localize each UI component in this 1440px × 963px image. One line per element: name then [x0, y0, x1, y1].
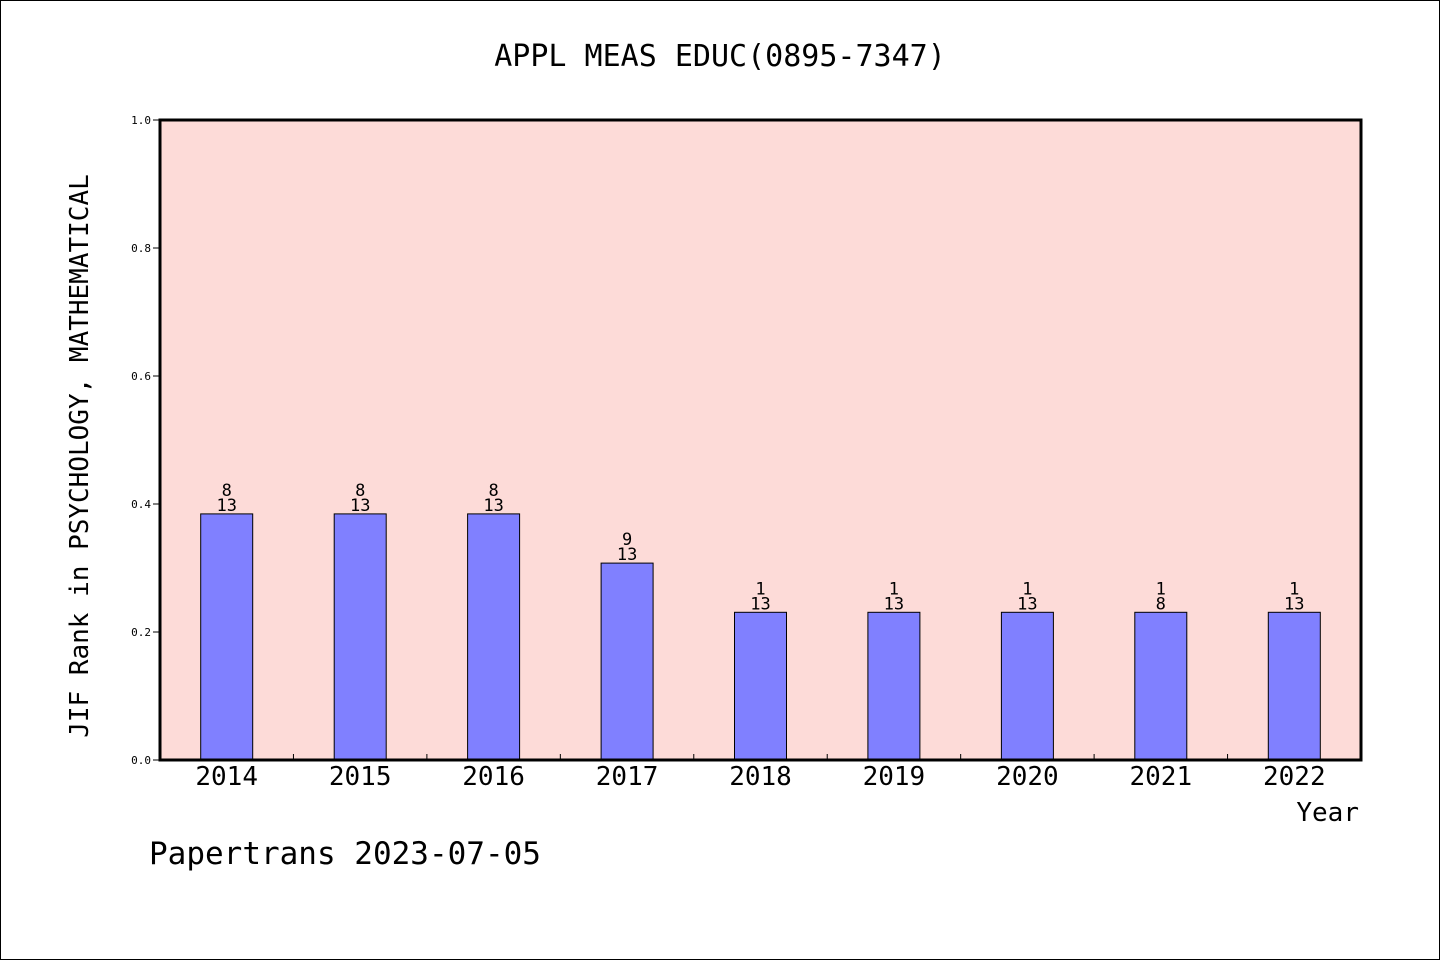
plot-frame — [158, 118, 1363, 762]
bar-label-total: 13 — [1284, 594, 1304, 614]
bar-2019 — [867, 611, 921, 761]
y-axis-label: JIF Rank in PSYCHOLOGY, MATHEMATICAL — [65, 174, 95, 738]
x-tick-label: 2022 — [1263, 762, 1326, 792]
x-tick-label: 2017 — [596, 762, 659, 792]
bar-label-rank: 1 — [1289, 579, 1299, 599]
y-tick-label: 0.0 — [131, 754, 151, 767]
x-tick-label: 2016 — [462, 762, 525, 792]
x-axis-label: Year — [1296, 798, 1359, 828]
x-axis: 2014 2015 2016 2017 2018 2019 2020 2021 2022 — [195, 754, 1326, 792]
bar-2016 — [467, 513, 521, 761]
bar-label-rank: 1 — [1156, 579, 1166, 599]
bar-label-total: 13 — [483, 496, 503, 516]
bar-label-rank: 1 — [1022, 579, 1032, 599]
x-tick-label: 2015 — [329, 762, 392, 792]
bar-2015 — [333, 513, 387, 761]
bar-label-total: 8 — [1156, 594, 1166, 614]
bar-label-total: 13 — [350, 496, 370, 516]
bar-label-total: 13 — [216, 496, 236, 516]
bar-label-total: 13 — [750, 594, 770, 614]
bar-2017 — [600, 562, 654, 761]
bar-2022 — [1267, 611, 1321, 761]
y-axis: 0.0 0.2 0.4 0.6 0.8 1.0 — [131, 114, 160, 767]
bar-label-total: 13 — [884, 594, 904, 614]
x-tick-label: 2020 — [996, 762, 1059, 792]
bar-label-total: 13 — [1017, 594, 1037, 614]
x-tick-label: 2018 — [729, 762, 792, 792]
x-tick-label: 2019 — [863, 762, 926, 792]
x-tick-label: 2014 — [195, 762, 258, 792]
x-tick-label: 2021 — [1129, 762, 1192, 792]
y-tick-label: 0.2 — [131, 626, 151, 639]
bar-label-rank: 1 — [889, 579, 899, 599]
y-tick-label: 0.6 — [131, 370, 151, 383]
footer-credit: Papertrans 2023-07-05 — [149, 836, 541, 872]
bar-label-total: 13 — [617, 545, 637, 565]
bar-label-rank: 8 — [222, 481, 232, 501]
bar-2020 — [1000, 611, 1054, 761]
bar-2021 — [1134, 611, 1188, 761]
bar-label-rank: 8 — [355, 481, 365, 501]
y-tick-label: 0.8 — [131, 242, 151, 255]
bar-2014 — [200, 513, 254, 761]
bar-label-rank: 9 — [622, 530, 632, 550]
y-tick-label: 1.0 — [131, 114, 151, 127]
bar-label-rank: 8 — [488, 481, 498, 501]
bar-2018 — [734, 611, 787, 761]
chart-title: APPL MEAS EDUC(0895-7347) — [494, 39, 946, 74]
bar-label-rank: 1 — [755, 579, 765, 599]
y-tick-label: 0.4 — [131, 498, 151, 511]
